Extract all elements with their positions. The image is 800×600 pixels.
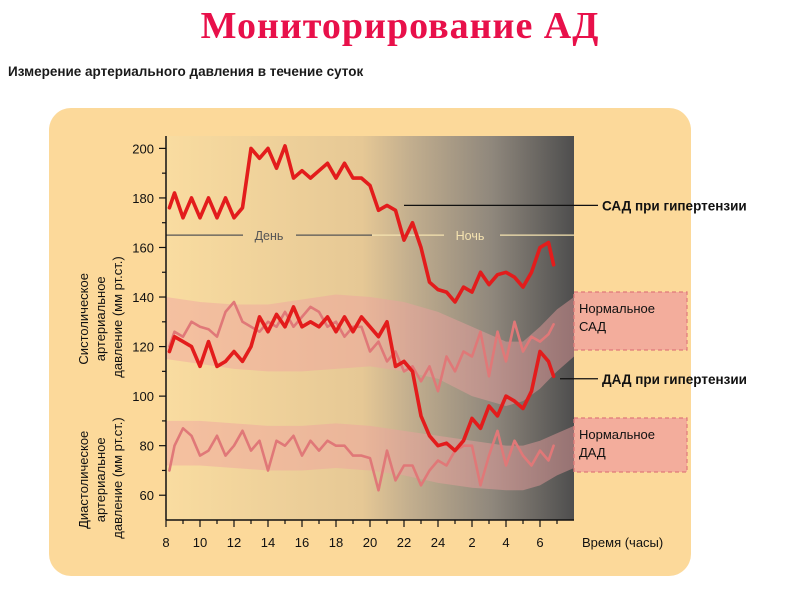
day-label: День <box>255 229 284 243</box>
series-line-0 <box>167 144 556 304</box>
x-tick-label: 8 <box>162 535 169 550</box>
x-tick-label: 6 <box>536 535 543 550</box>
page-title: Мониторирование АД <box>200 5 600 47</box>
page-subtitle: Измерение артериального давления в течен… <box>8 64 364 79</box>
annotation-label: САД при гипертензии <box>602 198 747 213</box>
band-label-box <box>573 417 688 473</box>
y-tick-label: 160 <box>132 240 154 255</box>
y-tick-label: 180 <box>132 191 154 206</box>
y-axis-label-systolic: Систолическое артериальное давление (мм … <box>76 256 125 377</box>
x-tick-label: 20 <box>363 535 377 550</box>
x-tick-label: 22 <box>397 535 411 550</box>
y-tick-label: 120 <box>132 340 154 355</box>
series-line-2 <box>168 300 555 393</box>
y-tick-label: 100 <box>132 389 154 404</box>
x-tick-label: 12 <box>227 535 241 550</box>
x-tick-label: 24 <box>431 535 445 550</box>
series-line-3 <box>168 426 555 492</box>
band-label-box <box>573 291 688 351</box>
y-tick-label: 140 <box>132 290 154 305</box>
band-label-text: ДАД <box>579 445 606 460</box>
band-label-text: САД <box>579 319 606 334</box>
x-tick-label: 18 <box>329 535 343 550</box>
y-tick-label: 200 <box>132 141 154 156</box>
x-tick-label: 14 <box>261 535 275 550</box>
band-label-text: Нормальное <box>579 301 655 316</box>
x-tick-label: 16 <box>295 535 309 550</box>
x-tick-label: 2 <box>468 535 475 550</box>
y-axis-label-diastolic: Диастолическое артериальное давление (мм… <box>76 417 125 538</box>
night-label: Ночь <box>456 229 485 243</box>
x-tick-label: 4 <box>502 535 509 550</box>
normal-dad-band <box>166 420 574 491</box>
series-line-1 <box>167 305 556 453</box>
x-axis-label: Время (часы) <box>582 535 663 550</box>
y-tick-label: 60 <box>140 488 154 503</box>
annotation-label: ДАД при гипертензии <box>602 372 747 387</box>
y-tick-label: 80 <box>140 439 154 454</box>
band-label-text: Нормальное <box>579 427 655 442</box>
x-tick-label: 10 <box>193 535 207 550</box>
